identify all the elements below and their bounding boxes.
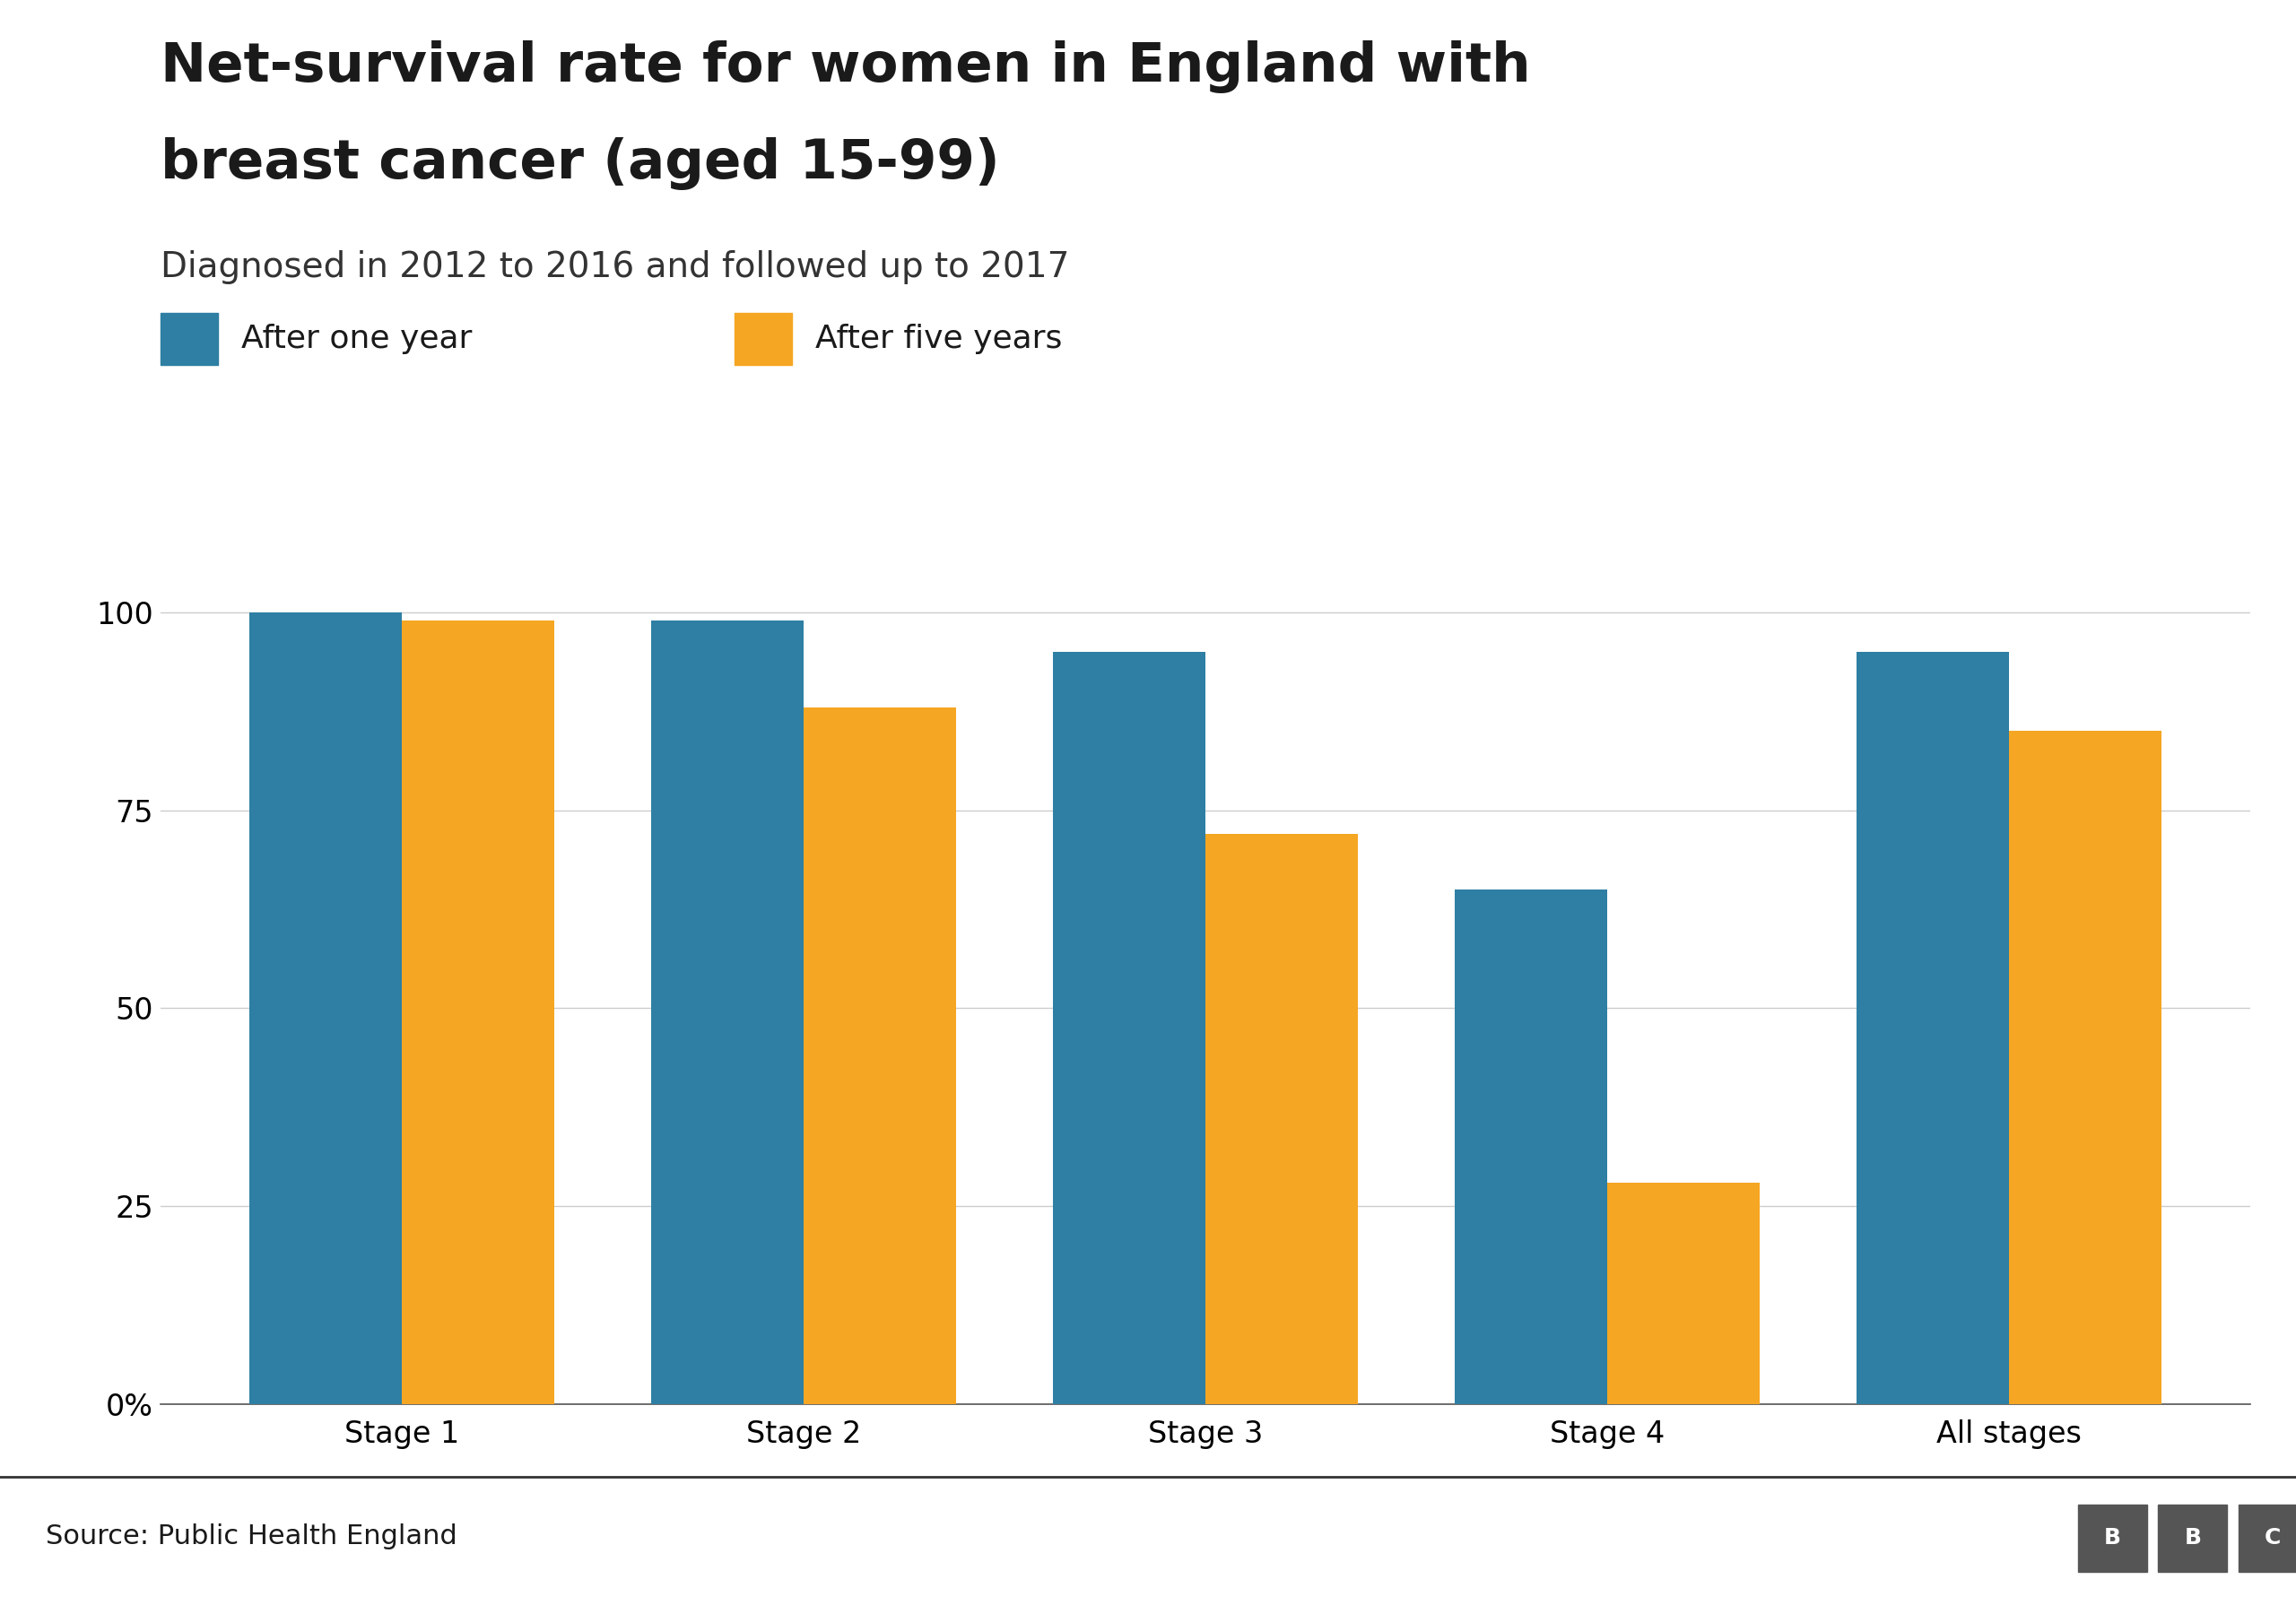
Bar <box>402 620 556 1404</box>
Bar <box>250 612 402 1404</box>
Text: Net-survival rate for women in England with: Net-survival rate for women in England w… <box>161 40 1531 94</box>
Bar <box>1054 652 1205 1404</box>
Bar <box>1607 1183 1761 1404</box>
Text: B: B <box>2103 1527 2122 1549</box>
Text: After five years: After five years <box>815 324 1063 353</box>
Bar <box>1205 834 1359 1404</box>
Bar <box>804 707 957 1404</box>
Bar <box>1857 652 2009 1404</box>
Bar <box>2009 731 2163 1404</box>
Text: After one year: After one year <box>241 324 473 353</box>
Text: C: C <box>2264 1527 2282 1549</box>
Text: B: B <box>2183 1527 2202 1549</box>
Text: breast cancer (aged 15-99): breast cancer (aged 15-99) <box>161 137 1001 190</box>
Text: Source: Public Health England: Source: Public Health England <box>46 1524 457 1549</box>
Text: Diagnosed in 2012 to 2016 and followed up to 2017: Diagnosed in 2012 to 2016 and followed u… <box>161 250 1070 284</box>
Bar <box>1456 889 1607 1404</box>
Bar <box>652 620 804 1404</box>
